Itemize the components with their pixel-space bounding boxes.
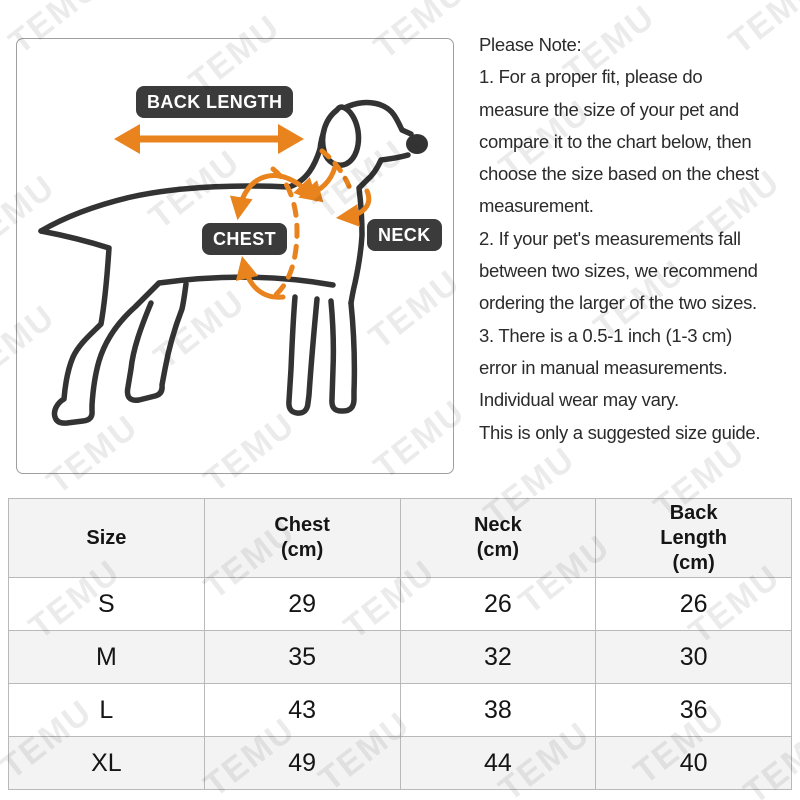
dog-ear [319, 104, 362, 168]
size-table: Size Chest (cm) Neck (cm) Back Length (c… [8, 498, 792, 790]
back-length-label: BACK LENGTH [136, 86, 294, 118]
note-line: This is only a suggested size guide. [479, 421, 761, 443]
note-line: Individual wear may vary. [479, 389, 679, 411]
neck-label: NECK [367, 219, 442, 251]
cell-neck: 44 [399, 736, 597, 790]
dog-jaw-path [348, 152, 411, 306]
dog-back-path [38, 146, 323, 234]
neck-upper-arrow [298, 164, 338, 203]
cell-chest: 29 [203, 577, 401, 631]
note-block: Please Note: 1. For a proper fit, please… [479, 29, 800, 449]
neck-band-dashed [319, 148, 354, 194]
cell-chest: 43 [203, 683, 401, 737]
note-line: measurement. [479, 195, 594, 217]
note-line: between two sizes, we recommend [479, 260, 758, 282]
note-line: ordering the larger of the two sizes. [479, 292, 757, 314]
table-row-l: L 43 38 36 [8, 683, 792, 737]
note-line: measure the size of your pet and [479, 98, 739, 120]
cell-neck: 26 [399, 577, 597, 631]
header-neck: Neck (cm) [399, 498, 597, 578]
cell-chest: 35 [203, 630, 401, 684]
chest-label: CHEST [202, 223, 288, 255]
cell-back-length: 26 [595, 577, 792, 631]
cell-back-length: 36 [595, 683, 792, 737]
cell-neck: 38 [399, 683, 597, 737]
note-line: compare it to the chart below, then [479, 130, 752, 152]
header-back-length: Back Length (cm) [595, 498, 792, 578]
cell-size: L [8, 683, 205, 737]
cell-back-length: 30 [595, 630, 792, 684]
dog-measurement-diagram: BACK LENGTH CHEST NECK [16, 38, 454, 474]
measurement-annotations [114, 124, 372, 300]
cell-size: S [8, 577, 205, 631]
table-row-s: S 29 26 26 [8, 577, 792, 631]
dog-nose [406, 134, 428, 154]
note-line: 2. If your pet's measurements fall [479, 227, 741, 249]
dog-outline [38, 99, 414, 426]
chest-band-dashed [270, 166, 300, 300]
cell-neck: 32 [399, 630, 597, 684]
neck-lower-arrow [335, 188, 372, 227]
dog-far-hindleg-path [124, 281, 189, 403]
dog-hindleg-path [38, 228, 162, 426]
chest-bottom-arrow [235, 256, 286, 300]
dog-illustration [38, 99, 428, 426]
dog-far-frontleg-path [286, 294, 320, 416]
size-table-header-row: Size Chest (cm) Neck (cm) Back Length (c… [8, 498, 792, 578]
note-line: choose the size based on the chest [479, 163, 759, 185]
cell-back-length: 40 [595, 736, 792, 790]
back-length-arrow [114, 124, 304, 154]
table-row-m: M 35 32 30 [8, 630, 792, 684]
header-size: Size [8, 498, 205, 578]
header-chest: Chest (cm) [203, 498, 401, 578]
cell-chest: 49 [203, 736, 401, 790]
note-title: Please Note: [479, 34, 582, 55]
table-row-xl: XL 49 44 40 [8, 736, 792, 790]
cell-size: M [8, 630, 205, 684]
note-line: 1. For a proper fit, please do [479, 66, 703, 88]
note-line: 3. There is a 0.5-1 inch (1-3 cm) [479, 324, 732, 346]
dog-frontleg-path [328, 298, 358, 414]
cell-size: XL [8, 736, 205, 790]
note-line: error in manual measurements. [479, 356, 728, 378]
